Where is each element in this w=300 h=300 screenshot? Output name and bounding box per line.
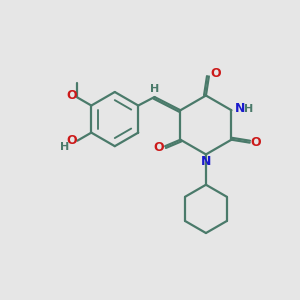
Text: O: O	[66, 89, 77, 103]
Text: H: H	[244, 104, 253, 114]
Text: O: O	[210, 67, 221, 80]
Text: N: N	[201, 155, 211, 168]
Text: O: O	[66, 134, 77, 147]
Text: O: O	[251, 136, 262, 149]
Text: H: H	[60, 142, 70, 152]
Text: H: H	[150, 84, 159, 94]
Text: N: N	[235, 102, 245, 115]
Text: O: O	[153, 141, 164, 154]
